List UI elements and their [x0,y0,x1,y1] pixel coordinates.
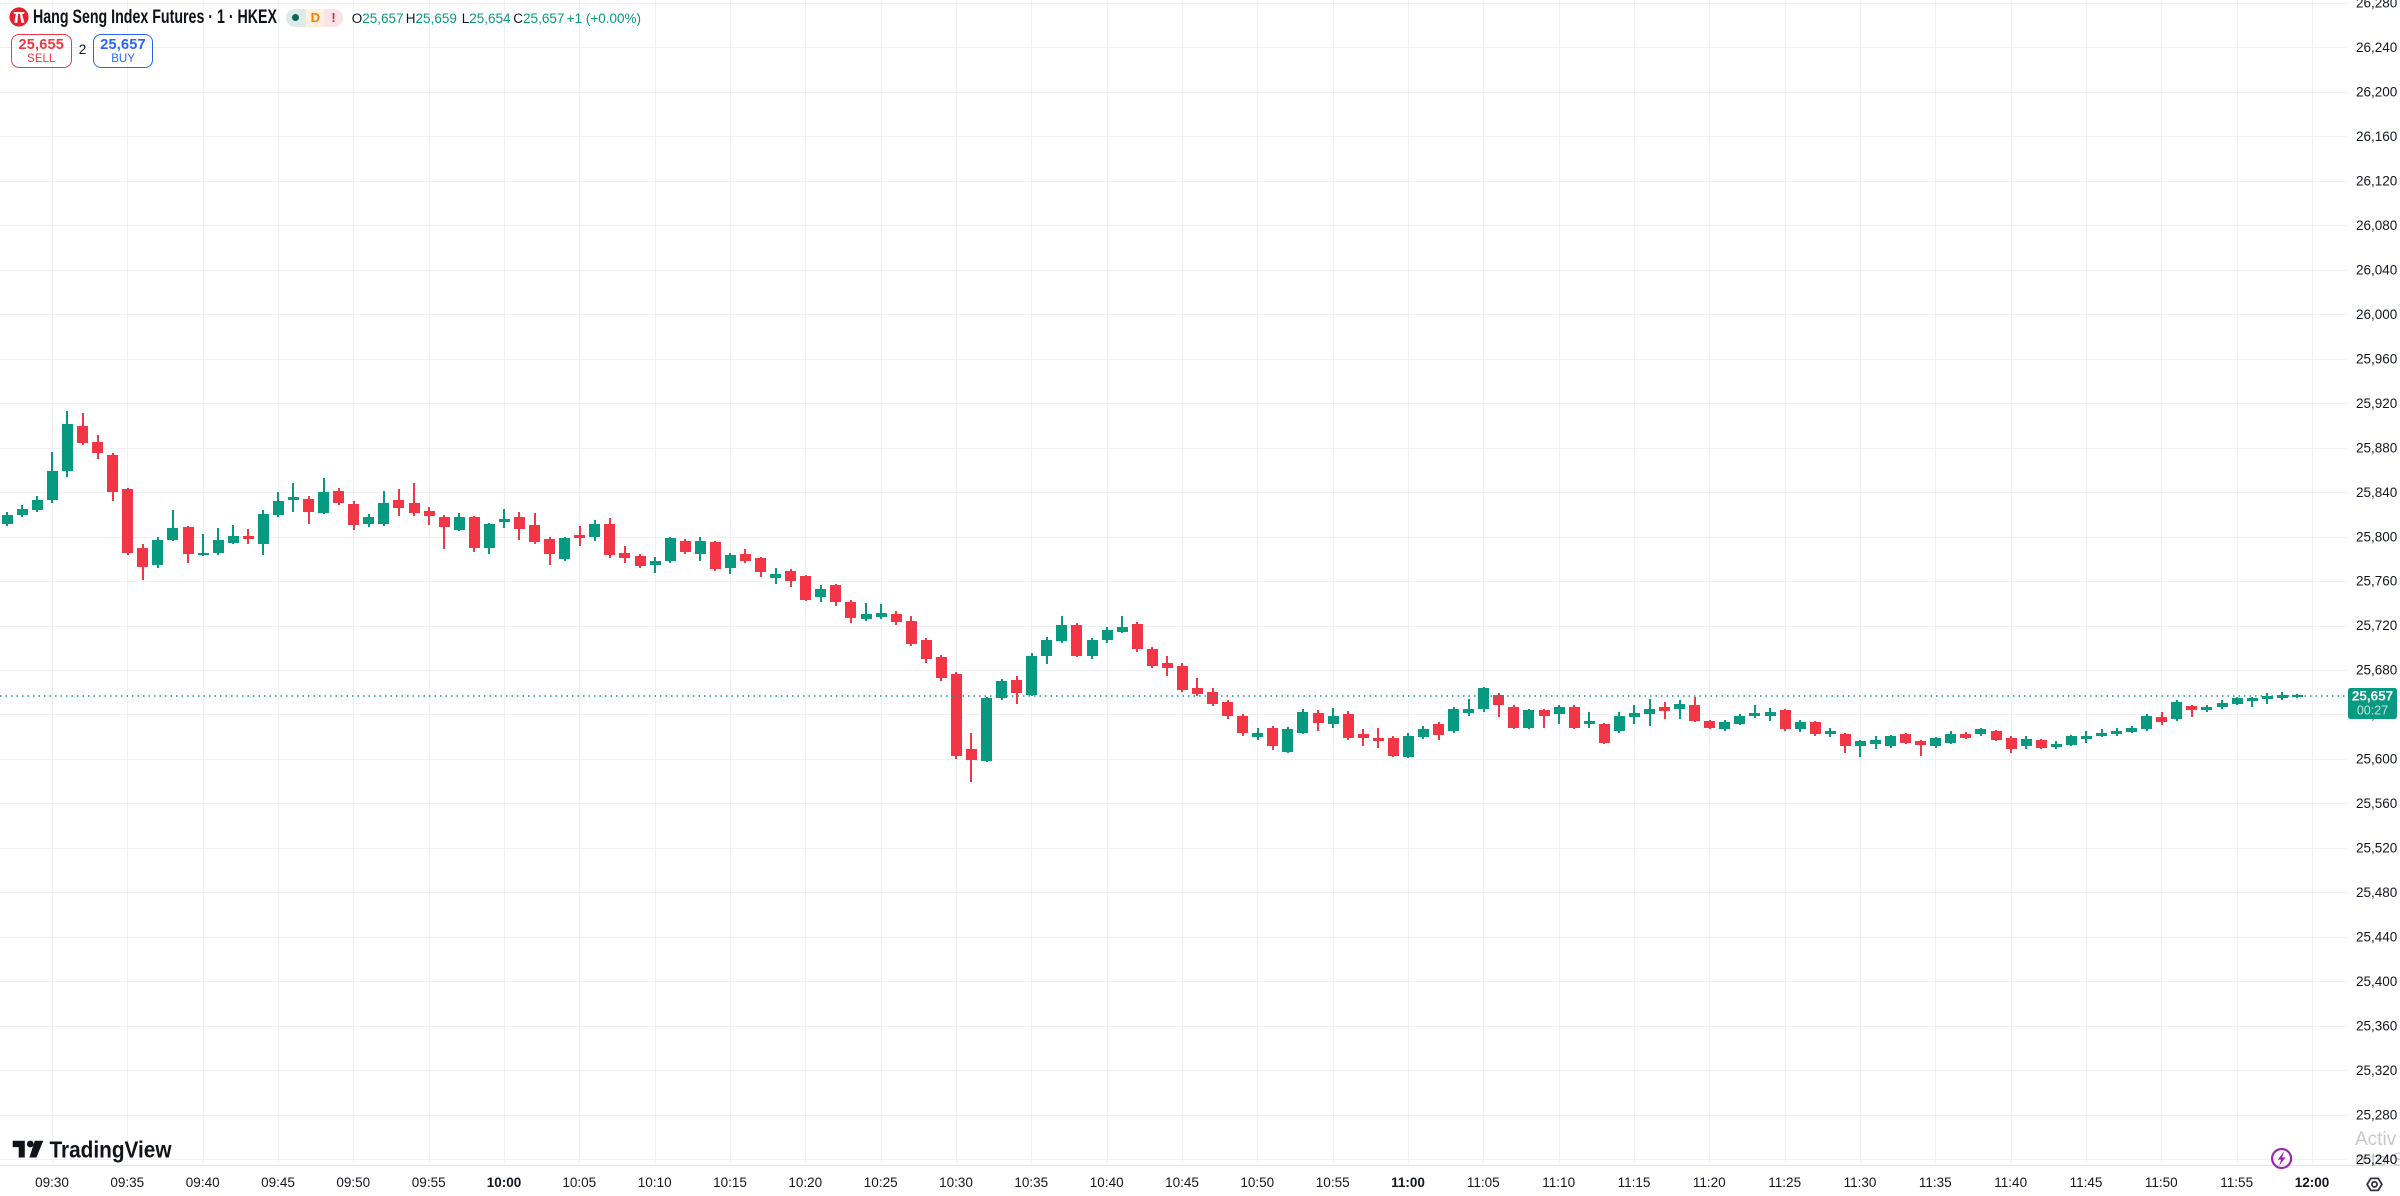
svg-text:09:55: 09:55 [412,1175,446,1190]
svg-text:25,480: 25,480 [2356,885,2397,900]
svg-text:10:45: 10:45 [1165,1175,1199,1190]
svg-text:11:55: 11:55 [2220,1175,2253,1190]
svg-text:09:45: 09:45 [261,1175,295,1190]
svg-text:25,440: 25,440 [2356,930,2397,945]
svg-text:26,120: 26,120 [2356,173,2397,188]
svg-text:10:00: 10:00 [487,1175,522,1190]
svg-text:10:20: 10:20 [788,1175,822,1190]
svg-text:25,720: 25,720 [2356,618,2397,633]
svg-text:25,760: 25,760 [2356,574,2397,589]
svg-text:25,840: 25,840 [2356,485,2397,500]
svg-text:26,200: 26,200 [2356,85,2397,100]
svg-text:09:40: 09:40 [186,1175,220,1190]
svg-text:26,160: 26,160 [2356,129,2397,144]
svg-text:25,320: 25,320 [2356,1063,2397,1078]
svg-text:10:10: 10:10 [638,1175,672,1190]
svg-text:25,400: 25,400 [2356,974,2397,989]
svg-text:25,800: 25,800 [2356,529,2397,544]
svg-text:25,680: 25,680 [2356,663,2397,678]
svg-text:11:20: 11:20 [1693,1175,1726,1190]
svg-text:25,560: 25,560 [2356,796,2397,811]
svg-text:26,000: 26,000 [2356,307,2397,322]
svg-text:10:05: 10:05 [562,1175,596,1190]
svg-text:10:50: 10:50 [1240,1175,1274,1190]
svg-text:11:30: 11:30 [1844,1175,1877,1190]
svg-text:12:00: 12:00 [2295,1175,2330,1190]
svg-text:25,520: 25,520 [2356,841,2397,856]
svg-text:11:05: 11:05 [1467,1175,1500,1190]
svg-text:25,240: 25,240 [2356,1152,2397,1167]
svg-text:11:35: 11:35 [1919,1175,1952,1190]
svg-text:11:15: 11:15 [1618,1175,1651,1190]
svg-text:26,040: 26,040 [2356,262,2397,277]
svg-text:25,240: 25,240 [2356,1152,2397,1167]
svg-text:TradingView: TradingView [50,1137,172,1163]
svg-text:26,240: 26,240 [2356,40,2397,55]
svg-text:26,080: 26,080 [2356,218,2397,233]
svg-text:11:45: 11:45 [2070,1175,2103,1190]
svg-text:25,280: 25,280 [2356,1108,2397,1123]
svg-text:10:15: 10:15 [713,1175,747,1190]
svg-text:10:40: 10:40 [1090,1175,1124,1190]
svg-text:10:55: 10:55 [1316,1175,1350,1190]
svg-text:10:25: 10:25 [864,1175,898,1190]
svg-text:11:00: 11:00 [1391,1175,1425,1190]
svg-text:Activ: Activ [2355,1129,2397,1150]
svg-text:25,600: 25,600 [2356,752,2397,767]
svg-text:00:27: 00:27 [2357,704,2388,718]
svg-text:09:35: 09:35 [110,1175,144,1190]
svg-text:25,920: 25,920 [2356,396,2397,411]
svg-text:25,360: 25,360 [2356,1019,2397,1034]
svg-text:o to S: o to S [2355,1150,2400,1171]
svg-text:10:30: 10:30 [939,1175,973,1190]
svg-text:25,657: 25,657 [2352,689,2393,704]
svg-text:09:30: 09:30 [35,1175,69,1190]
svg-text:11:40: 11:40 [1994,1175,2027,1190]
svg-text:26,280: 26,280 [2356,0,2397,11]
svg-text:09:50: 09:50 [336,1175,370,1190]
svg-text:11:25: 11:25 [1768,1175,1801,1190]
svg-text:25,960: 25,960 [2356,351,2397,366]
svg-text:Hang Seng Index Futures · 1 ·: Hang Seng Index Futures · 1 · HKEX [33,6,277,28]
svg-text:25,880: 25,880 [2356,440,2397,455]
svg-text:11:50: 11:50 [2145,1175,2178,1190]
svg-text:10:35: 10:35 [1014,1175,1048,1190]
svg-text:11:10: 11:10 [1542,1175,1575,1190]
